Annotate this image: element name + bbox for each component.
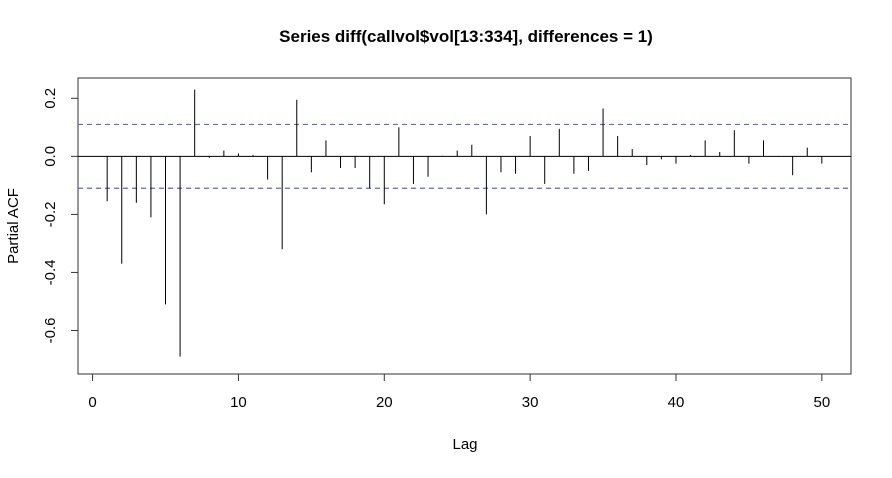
x-tick-label: 20 bbox=[376, 394, 393, 411]
x-tick-label: 50 bbox=[813, 394, 830, 411]
y-axis: -0.6 -0.4 -0.2 0.0 0.2 bbox=[42, 88, 79, 344]
y-tick-label: -0.2 bbox=[42, 201, 59, 227]
x-axis: 0 10 20 30 40 50 bbox=[88, 373, 830, 411]
x-tick-label: 30 bbox=[522, 394, 539, 411]
confidence-bounds bbox=[78, 123, 851, 189]
plot-frame bbox=[77, 77, 852, 375]
x-tick-label: 10 bbox=[230, 394, 247, 411]
y-tick-label: -0.4 bbox=[42, 260, 59, 286]
y-tick-label: 0.0 bbox=[42, 146, 59, 167]
x-tick-label: 0 bbox=[88, 394, 96, 411]
x-tick-label: 40 bbox=[668, 394, 685, 411]
x-axis-label: Lag bbox=[452, 436, 477, 453]
pacf-bars bbox=[106, 89, 823, 357]
y-axis-label: Partial ACF bbox=[5, 188, 22, 264]
chart-title: Series diff(callvol$vol[13:334], differe… bbox=[279, 27, 653, 46]
y-tick-label: -0.6 bbox=[42, 318, 59, 344]
y-tick-label: 0.2 bbox=[42, 88, 59, 109]
